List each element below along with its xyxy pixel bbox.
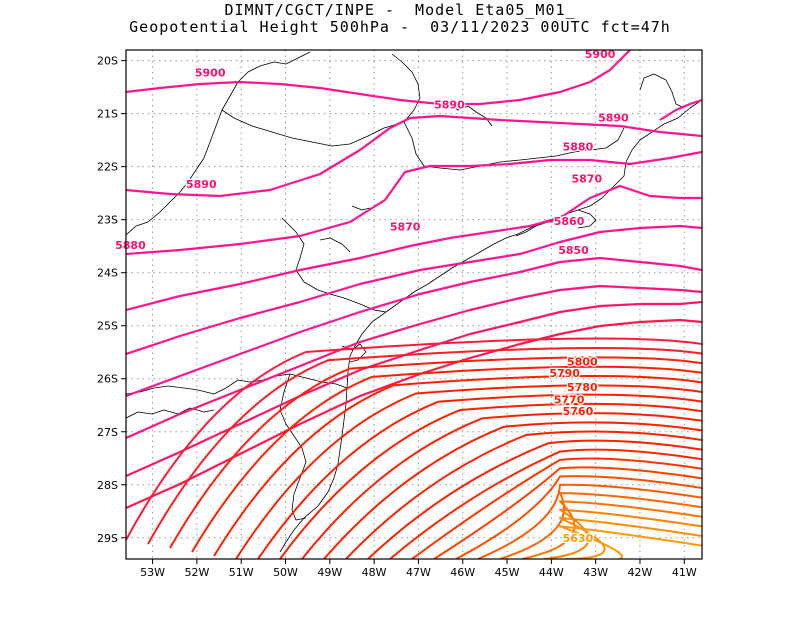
contour-label: 5870: [390, 220, 421, 233]
coastline-segment: [391, 53, 421, 123]
height-contour: [126, 256, 702, 398]
coastline-segment: [639, 73, 685, 109]
coastline-segment: [221, 109, 405, 147]
lon-tick-label: 48W: [362, 566, 387, 579]
height-contour: [257, 393, 702, 559]
height-contour: [147, 346, 702, 545]
coastline-segment: [515, 221, 560, 237]
height-contour: [559, 525, 702, 559]
contour-label: 5630: [563, 532, 594, 545]
height-contour: [126, 300, 702, 478]
height-contour: [433, 466, 702, 559]
height-contour: [169, 356, 702, 549]
contour-label: 5900: [195, 67, 226, 80]
coastline-segment: [126, 373, 348, 395]
height-contour: [499, 492, 702, 559]
coastline-segment: [281, 217, 387, 313]
lon-tick-label: 46W: [450, 566, 475, 579]
height-contour: [521, 500, 702, 559]
lat-tick-label: 25S: [97, 320, 118, 333]
plot-frame: [125, 49, 703, 560]
contour-label: 5770: [554, 394, 585, 407]
height-contour: [126, 114, 702, 198]
height-contour: [279, 402, 702, 559]
height-contour: [659, 98, 702, 121]
lon-tick-label: 43W: [583, 566, 608, 579]
axis-tick-labels: 53W 52W 51W 50W 49W 48W 47W 46W 45W 44W 43W 42W 41W 2…: [97, 55, 697, 579]
lat-tick-label: 23S: [97, 214, 118, 227]
contour-label: 5850: [558, 244, 589, 257]
height-contour: [477, 483, 702, 559]
height-contour: [126, 337, 702, 541]
height-contour: [126, 318, 702, 510]
lon-tick-label: 53W: [140, 566, 165, 579]
lat-tick-label: 21S: [97, 108, 118, 121]
height-contour: [455, 475, 702, 559]
height-contour: [126, 224, 702, 356]
contour-label: 5800: [567, 355, 598, 368]
lon-tick-label: 44W: [539, 566, 564, 579]
height-contour: [126, 50, 631, 106]
height-contour: [126, 150, 702, 256]
coastline-segment: [319, 237, 351, 253]
contour-label: 5790: [549, 367, 580, 380]
height-contour: [235, 384, 702, 559]
contour-label: 5780: [567, 381, 598, 394]
lon-tick-label: 49W: [317, 566, 342, 579]
height-contour: [213, 375, 702, 557]
lat-tick-label: 24S: [97, 267, 118, 280]
contour-label: 5890: [186, 178, 217, 191]
lon-tick-label: 45W: [495, 566, 520, 579]
lat-tick-label: 20S: [97, 55, 118, 68]
contour-label: 5880: [115, 239, 146, 252]
lon-tick-label: 42W: [628, 566, 653, 579]
lat-tick-label: 22S: [97, 161, 118, 174]
lat-tick-label: 26S: [97, 373, 118, 386]
lon-tick-label: 41W: [672, 566, 697, 579]
contour-label: 5890: [598, 112, 629, 125]
lat-tick-label: 28S: [97, 479, 118, 492]
contour-label: 5890: [434, 98, 465, 111]
height-contour: [411, 457, 702, 559]
height-contour: [323, 421, 702, 559]
chart-title: DIMNT/CGCT/INPE - Model Eta05_M01_ Geopo…: [0, 2, 800, 36]
coastline-segment: [577, 209, 597, 229]
lat-tick-label: 27S: [97, 426, 118, 439]
title-line-1: DIMNT/CGCT/INPE - Model Eta05_M01_: [224, 1, 576, 19]
height-contour: [301, 412, 702, 559]
contour-label: 5860: [554, 215, 585, 228]
contour-label: 5760: [563, 405, 594, 418]
lon-tick-label: 50W: [273, 566, 298, 579]
lat-tick-label: 29S: [97, 532, 118, 545]
contour-label: 5870: [571, 173, 602, 186]
lon-tick-label: 51W: [229, 566, 254, 579]
lon-tick-label: 47W: [406, 566, 431, 579]
height-contour: [345, 430, 702, 559]
coastline-segment: [126, 51, 311, 236]
height-contour: [126, 284, 702, 440]
title-line-2: Geopotential Height 500hPa - 03/11/2023 …: [129, 18, 671, 36]
height-contour: [559, 517, 702, 559]
height-contour: [367, 439, 702, 559]
height-contour: [126, 184, 702, 312]
height-contour: [389, 448, 702, 559]
height-contour: [543, 508, 702, 559]
height-contour: [191, 365, 702, 553]
coastline-segment: [126, 407, 215, 419]
coastline-segment: [279, 99, 702, 553]
lon-tick-label: 52W: [184, 566, 209, 579]
coastline-segment: [351, 205, 371, 211]
coastline-segment: [403, 121, 625, 171]
height-contours: [126, 50, 702, 559]
contour-label: 5880: [563, 141, 594, 154]
